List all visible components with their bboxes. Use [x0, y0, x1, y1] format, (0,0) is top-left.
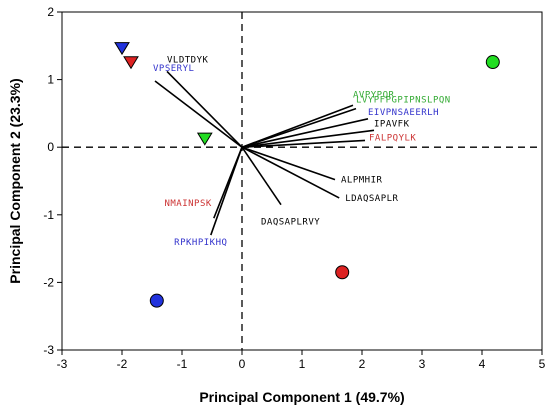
score-triangle: [196, 132, 213, 146]
loading-label: IPAVFK: [374, 119, 410, 129]
loading-label: LDAQSAPLR: [345, 194, 398, 204]
x-tick-label: 5: [539, 357, 546, 371]
loading-vector: [210, 146, 243, 236]
x-tick-label: 4: [479, 357, 486, 371]
x-tick-label: 3: [419, 357, 426, 371]
y-tick-label: -2: [43, 275, 54, 289]
x-axis-title: Principal Component 1 (49.7%): [199, 389, 404, 405]
y-tick-label: 1: [47, 73, 54, 87]
loading-vector: [241, 146, 282, 206]
score-triangle: [123, 56, 139, 70]
y-tick-label: -3: [43, 343, 54, 357]
y-axis-title: Principal Component 2 (23.3%): [7, 78, 23, 283]
x-tick-label: 2: [359, 357, 366, 371]
origin-lines: [62, 12, 542, 350]
loading-label: EIVPNSAEERLH: [368, 108, 439, 118]
x-tick-label: 0: [239, 357, 246, 371]
loading-label: AVPYPQR: [353, 90, 395, 100]
loading-label: LVYPFPGPIPNSLPQN: [356, 96, 451, 106]
x-tick-label: -2: [117, 357, 128, 371]
y-tick-label: -1: [43, 208, 54, 222]
loading-vector: [241, 139, 366, 148]
loading-label: DAQSAPLRVY: [261, 218, 320, 228]
x-tick-label: -3: [57, 357, 68, 371]
loading-label: RPKHPIKHQ: [174, 238, 227, 248]
loading-vector: [241, 129, 375, 148]
loading-vector: [166, 70, 243, 148]
score-circle: [485, 55, 500, 70]
loading-vector: [241, 107, 357, 148]
loading-vector: [154, 80, 243, 148]
y-tick-label: 0: [47, 140, 54, 154]
loading-label: VLDTDYK: [167, 55, 209, 65]
loading-vector: [241, 146, 336, 181]
x-axis-ticks: -3 -2 -1 0 1 2 3 4 5: [57, 350, 546, 371]
y-tick-label: 2: [47, 5, 54, 19]
loading-label: NMAINPSK: [164, 199, 211, 209]
x-tick-label: -1: [177, 357, 188, 371]
score-circle: [149, 293, 164, 308]
score-circle: [335, 265, 350, 280]
x-tick-label: 1: [299, 357, 306, 371]
loading-label: FALPQYLK: [369, 133, 416, 143]
score-triangle: [114, 42, 130, 56]
loading-vector: [241, 118, 369, 148]
loading-vector: [241, 146, 340, 199]
loading-label: ALPMHIR: [341, 176, 383, 186]
score-markers: [114, 42, 500, 308]
y-axis-ticks: -3 -2 -1 0 1 2: [43, 5, 62, 357]
loading-label: VPSERYL: [153, 64, 194, 74]
